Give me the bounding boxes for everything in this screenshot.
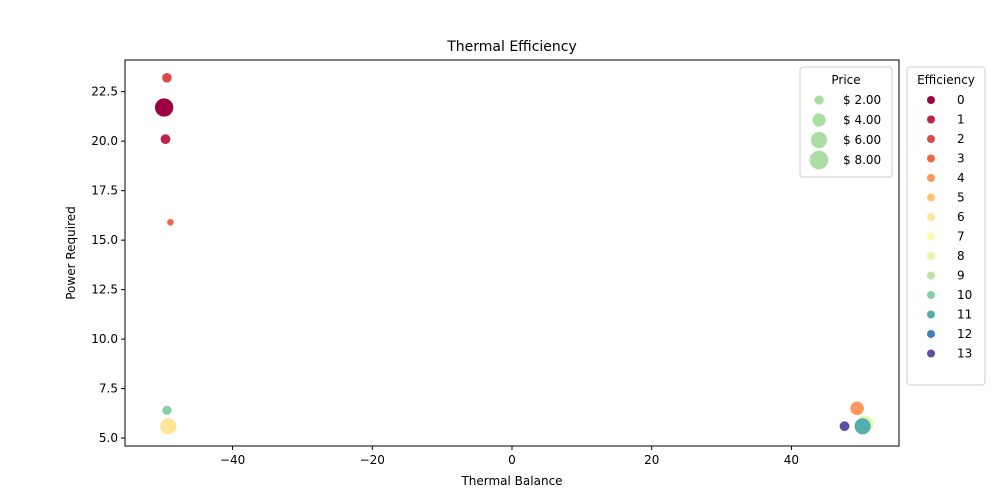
- efficiency-legend-label: 10: [957, 288, 972, 302]
- x-tick-label: 0: [508, 453, 516, 467]
- data-point: [853, 417, 872, 435]
- x-axis-ticks: −40 −20 0 20 40: [220, 446, 799, 467]
- x-tick-label: 40: [784, 453, 799, 467]
- price-legend-label: $ 8.00: [843, 153, 881, 167]
- efficiency-legend-label: 11: [957, 308, 972, 322]
- data-point: [849, 401, 865, 416]
- y-axis-ticks: 5.0 7.5 10.0 12.5 15.0 17.5 20.0 22.5: [91, 85, 125, 445]
- efficiency-legend-marker: [927, 291, 935, 299]
- price-legend-marker: [814, 95, 824, 105]
- y-tick-label: 7.5: [99, 382, 118, 396]
- y-tick-label: 20.0: [91, 134, 118, 148]
- y-axis-label: Power Required: [64, 206, 78, 300]
- efficiency-legend-marker: [927, 310, 935, 319]
- efficiency-legend-marker: [927, 96, 935, 104]
- x-tick-label: 20: [644, 453, 659, 467]
- efficiency-legend-marker: [927, 213, 935, 221]
- efficiency-legend-marker: [927, 252, 935, 260]
- plot-frame: [124, 59, 900, 447]
- efficiency-legend-label: 5: [957, 191, 965, 205]
- y-tick-label: 22.5: [91, 85, 118, 99]
- price-legend-label: $ 6.00: [843, 133, 881, 147]
- data-points: [154, 72, 875, 435]
- data-point: [161, 72, 173, 84]
- efficiency-legend-label: 8: [957, 249, 965, 263]
- efficiency-legend-marker: [927, 193, 935, 202]
- y-tick-label: 17.5: [91, 184, 118, 198]
- efficiency-legend-label: 6: [957, 210, 965, 224]
- data-point: [838, 420, 851, 432]
- efficiency-legend-marker: [927, 232, 935, 241]
- chart-title: Thermal Efficiency: [446, 39, 577, 55]
- efficiency-legend-marker: [927, 135, 935, 143]
- price-legend: Price $ 2.00 $ 4.00 $ 6.00 $ 8.00: [799, 66, 893, 178]
- efficiency-legend-label: 2: [957, 132, 965, 146]
- efficiency-legend-frame: [906, 66, 986, 386]
- price-legend-marker: [812, 113, 826, 127]
- y-tick-label: 15.0: [91, 233, 118, 247]
- efficiency-legend-label: 0: [957, 93, 965, 107]
- x-tick-label: −40: [220, 453, 245, 467]
- x-axis-label: Thermal Balance: [460, 474, 562, 488]
- y-tick-label: 10.0: [91, 332, 118, 346]
- efficiency-legend-label: 12: [957, 327, 972, 341]
- efficiency-legend-label: 7: [957, 230, 965, 244]
- efficiency-legend-marker: [927, 115, 935, 124]
- efficiency-legend-label: 1: [957, 113, 965, 127]
- data-point: [159, 133, 172, 145]
- price-legend-label: $ 4.00: [843, 113, 881, 127]
- efficiency-legend-label: 4: [957, 171, 965, 185]
- plot-area: −40 −20 0 20 40 5.0 7.5 10.0 12.5 15.0 17.5 20.0 22…: [91, 59, 900, 467]
- efficiency-legend-marker: [927, 154, 935, 163]
- efficiency-legend-marker: [927, 174, 935, 182]
- efficiency-legend-title: Efficiency: [917, 73, 975, 87]
- data-point: [166, 218, 175, 227]
- efficiency-legend-label: 9: [957, 269, 965, 283]
- efficiency-legend-marker: [927, 271, 935, 280]
- price-legend-marker: [810, 131, 828, 149]
- efficiency-legend-marker: [927, 349, 935, 358]
- efficiency-legend-label: 13: [957, 347, 972, 361]
- price-legend-label: $ 2.00: [843, 93, 881, 107]
- x-tick-label: −20: [360, 453, 385, 467]
- efficiency-legend-label: 3: [957, 152, 965, 166]
- data-point: [154, 97, 174, 118]
- efficiency-legend-marker: [927, 330, 935, 338]
- y-tick-label: 12.5: [91, 283, 118, 297]
- data-point: [159, 417, 178, 435]
- price-legend-marker: [809, 150, 829, 170]
- y-tick-label: 5.0: [99, 431, 118, 445]
- price-legend-title: Price: [831, 73, 860, 87]
- data-point: [161, 405, 173, 416]
- price-legend-frame: [799, 66, 893, 178]
